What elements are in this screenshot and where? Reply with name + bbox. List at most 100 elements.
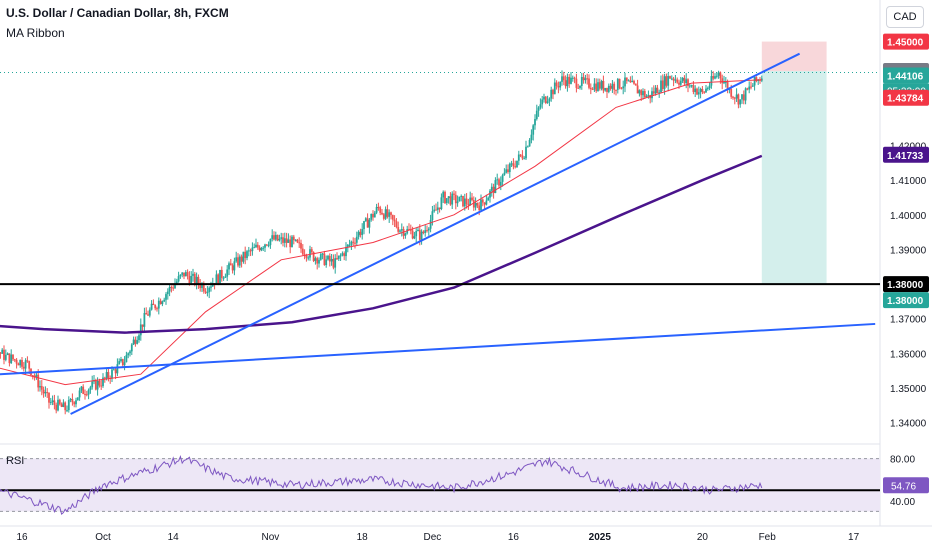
candle-body [280,237,283,239]
candle-body [39,386,41,388]
candle-body [53,400,56,405]
candle-body [519,154,522,156]
candle-body [215,274,218,285]
candle-body [67,400,70,411]
candle-body [107,372,110,378]
indicator-label[interactable]: MA Ribbon [6,26,65,40]
candle-body [600,80,603,89]
candle-body [348,244,351,246]
candle-body [202,284,205,292]
candle-body [267,245,270,247]
candle-body [514,166,517,168]
candle-body [159,300,162,305]
candle-body [184,272,187,277]
candle-body [305,255,308,258]
candle-body [197,276,200,284]
candle-body [8,353,11,364]
candle-body [253,247,256,249]
rsi-band [0,458,880,512]
candle-body [391,214,394,220]
candle-body [368,219,371,228]
candle-body [523,158,526,160]
candle-body [476,202,479,206]
candle-body [494,180,497,194]
candle-body [98,380,101,386]
candle-body [327,255,329,260]
candle-body [426,230,428,232]
candle-body [719,72,722,79]
candle-body [620,88,623,90]
candle-body [206,292,209,294]
candle-body [346,244,349,247]
candle-body [105,372,108,379]
candle-body [651,91,653,99]
candle-body [579,85,581,88]
date-tick-label: 2025 [589,532,612,543]
candle-body [193,273,196,284]
candle-body [634,83,637,86]
candle-body [363,221,365,230]
candle-body [138,335,140,341]
candle-body [224,276,227,278]
date-tick-label: Feb [759,532,777,543]
candle-body [132,339,135,345]
candle-body [136,340,139,344]
candle-body [125,355,128,363]
candle-body [208,287,211,293]
candle-body [303,254,306,256]
candle-body [237,257,239,266]
candle-body [624,77,626,87]
candle-body [58,399,61,405]
price-label-box [883,276,929,293]
candle-body [557,85,560,88]
candle-body [431,211,434,220]
candle-body [750,86,752,88]
candle-body [640,90,643,96]
candle-body [85,394,88,396]
candle-body [755,77,758,81]
candle-body [364,218,367,222]
candle-body [381,212,383,215]
candle-body [408,229,410,231]
price-label-box [883,67,929,84]
candle-body [480,199,482,211]
candle-body [730,88,733,97]
candle-body [35,374,38,378]
candle-body [607,85,610,92]
candle-body [467,203,470,206]
candle-body [589,87,592,90]
candle-body [273,235,275,240]
candle-body [735,94,738,99]
candle-body [195,276,198,284]
candle-body [670,78,673,80]
candle-body [75,400,77,405]
candle-body [102,377,104,387]
candle-body [400,229,403,231]
candle-body [66,410,68,412]
candle-body [537,107,540,111]
ma-slow-line [0,154,763,334]
candle-body [593,83,596,90]
candle-body [96,380,99,390]
candle-body [339,255,342,257]
price-label-box [883,33,929,50]
candle-body [220,269,223,278]
symbol-title: U.S. Dollar / Canadian Dollar, 8h, FXCM [6,6,229,20]
rsi-label[interactable]: RSI [6,455,25,467]
candle-body [588,78,590,88]
candle-body [49,401,52,403]
candle-body [262,247,265,249]
candle-body [692,85,695,92]
candle-body [274,234,277,240]
candle-body [435,209,437,211]
candle-body [357,231,360,237]
candle-body [706,88,709,90]
currency-button[interactable]: CAD [886,6,924,28]
candle-body [444,191,446,204]
candle-body [62,402,65,407]
candle-body [404,233,407,236]
rsi-value-box [883,477,929,494]
candle-body [562,76,565,81]
